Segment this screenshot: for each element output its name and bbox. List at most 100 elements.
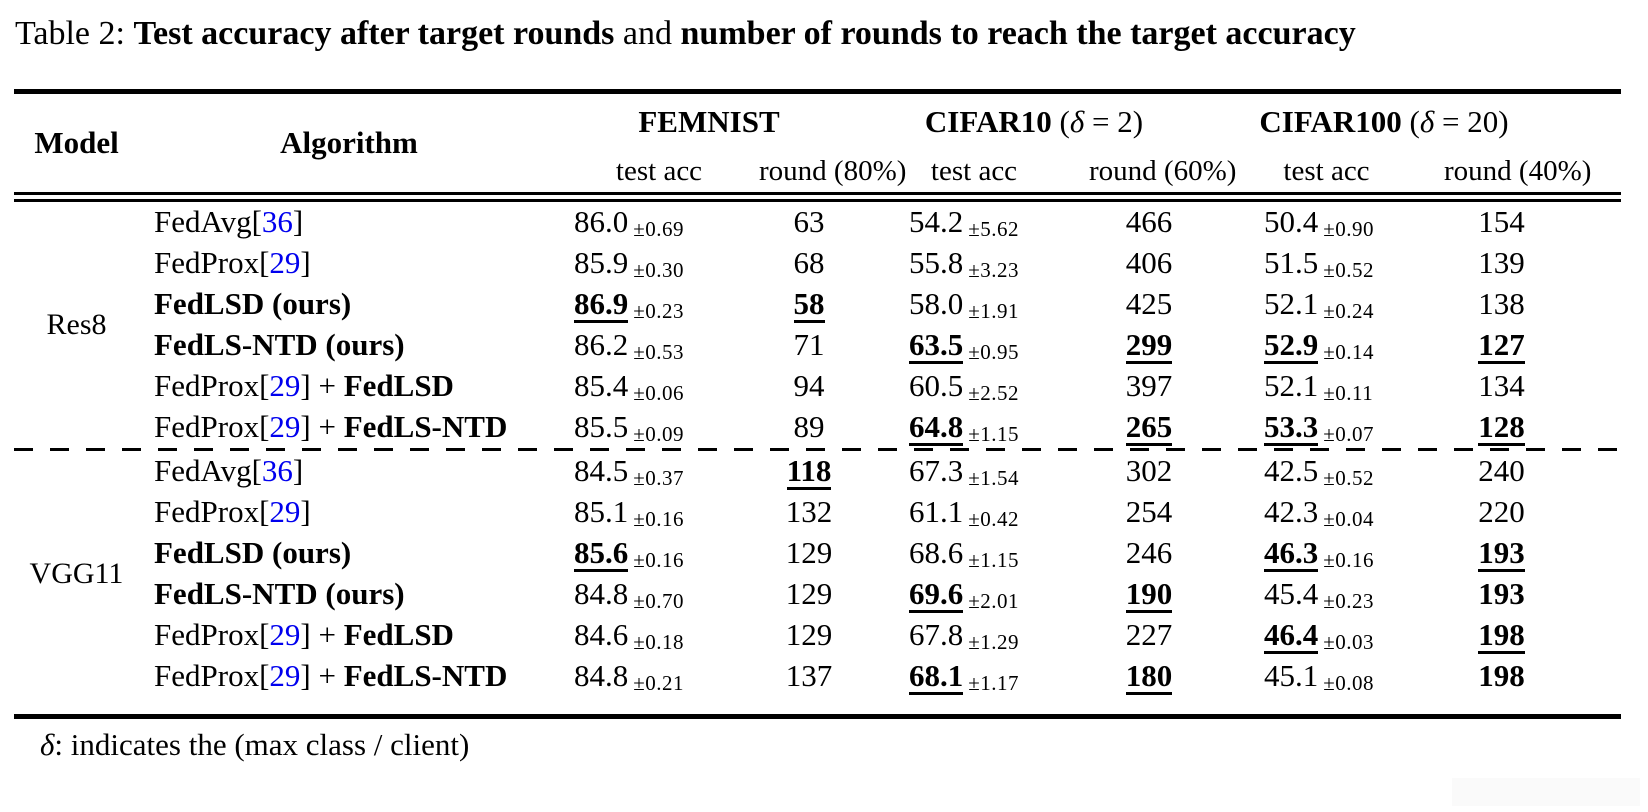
std-dev-value: ±0.23	[1323, 589, 1375, 614]
metric-value: 52.1	[1264, 286, 1319, 322]
round-cell: 63	[759, 204, 859, 240]
round-cell: 302	[1089, 453, 1209, 489]
std-dev-value: ±0.03	[1323, 629, 1375, 654]
table-row: FedLS-NTD (ours) 84.8 ±0.70 129 69.6 ±2.01 190…	[139, 574, 1621, 615]
metric-value: 50.4	[1264, 204, 1319, 240]
std-dev-value: ±0.16	[633, 547, 685, 572]
column-group-femnist: FEMNIST test acc round (80%)	[559, 94, 906, 192]
test-acc-cell: 42.5 ±0.52	[1209, 453, 1444, 490]
algorithm-name-text: ] +	[300, 409, 344, 445]
std-dev-value: ±0.70	[633, 589, 685, 614]
round-cell: 129	[759, 617, 859, 653]
citation-link[interactable]: 29	[269, 245, 301, 281]
metric-value: 68.6	[909, 535, 964, 571]
algorithm-name-text: ]	[300, 245, 311, 281]
dataset-name-femnist: FEMNIST	[559, 104, 859, 140]
citation-link[interactable]: 36	[261, 453, 293, 489]
std-dev-value: ±5.62	[968, 217, 1020, 242]
metric-value: 55.8	[909, 245, 964, 281]
table-row: FedLSD (ours) 85.6 ±0.16 129 68.6 ±1.15 246 46.…	[139, 533, 1621, 574]
metric-value: 45.1	[1264, 658, 1319, 694]
std-dev-value: ±0.16	[1323, 547, 1375, 572]
metric-value: 129	[785, 576, 833, 612]
metric-value: 254	[1125, 494, 1173, 530]
citation-link[interactable]: 29	[269, 617, 301, 653]
std-dev-value: ±3.23	[968, 258, 1020, 283]
metric-value: 64.8	[909, 410, 964, 447]
test-acc-cell: 68.6 ±1.15	[859, 535, 1089, 573]
table-body: Res8 FedAvg[36] 86.0 ±0.69 63 54.2 ±5.62 466 50.…	[14, 202, 1621, 697]
metric-value: 61.1	[909, 494, 964, 530]
test-acc-cell: 45.1 ±0.08	[1209, 658, 1444, 695]
metric-value: 53.3	[1264, 410, 1319, 447]
std-dev-value: ±1.15	[968, 548, 1020, 573]
round-cell: 180	[1089, 658, 1209, 696]
test-acc-cell: 52.9 ±0.14	[1209, 327, 1444, 365]
table-row: FedAvg[36] 84.5 ±0.37 118 67.3 ±1.54 302 42.5 ±0…	[139, 451, 1621, 492]
algorithm-name-text: ] +	[300, 617, 344, 653]
metric-value: 84.8	[574, 658, 629, 694]
table-row: FedLS-NTD (ours) 86.2 ±0.53 71 63.5 ±0.95 299 5…	[139, 325, 1621, 366]
algorithm-name-text: FedLS-NTD	[343, 409, 508, 445]
test-acc-cell: 86.9 ±0.23	[559, 286, 759, 324]
test-acc-cell: 84.8 ±0.70	[559, 576, 759, 614]
citation-link[interactable]: 29	[269, 368, 301, 404]
algorithm-name-text: FedLSD (ours)	[154, 286, 352, 322]
algorithm-label: FedLS-NTD (ours)	[139, 327, 559, 363]
round-cell: 134	[1444, 368, 1559, 404]
round-cell: 139	[1444, 245, 1559, 281]
metric-value: 86.9	[574, 287, 629, 324]
round-cell: 240	[1444, 453, 1559, 489]
std-dev-value: ±0.18	[633, 630, 685, 655]
algorithm-name-text: ]	[292, 453, 304, 489]
algorithm-name-text: ]	[300, 494, 311, 530]
citation-link[interactable]: 36	[261, 204, 293, 240]
table-header: Model Algorithm FEMNIST test acc round (…	[14, 94, 1621, 192]
citation-link[interactable]: 29	[269, 658, 301, 694]
table-row: FedProx[29] + FedLSD 85.4 ±0.06 94 60.5 ±2.52…	[139, 366, 1621, 407]
dataset-param: (	[1401, 103, 1420, 139]
table-row: FedProx[29] + FedLS-NTD 84.8 ±0.21 137 68.1 ±…	[139, 656, 1621, 697]
std-dev-value: ±0.16	[633, 507, 685, 532]
metric-value: 302	[1125, 453, 1173, 489]
algorithm-name-text: FedLS-NTD (ours)	[154, 576, 405, 612]
table-row: FedLSD (ours) 86.9 ±0.23 58 58.0 ±1.91 425 52.1…	[139, 284, 1621, 325]
algorithm-name-text: FedAvg[	[154, 204, 262, 240]
test-acc-cell: 84.5 ±0.37	[559, 453, 759, 490]
metric-value: 46.3	[1264, 536, 1319, 573]
watermark-box	[1452, 778, 1640, 806]
metric-value: 52.1	[1264, 368, 1319, 404]
metric-value: 227	[1125, 617, 1173, 653]
metric-value: 42.3	[1264, 494, 1319, 530]
algorithm-name-text: FedLSD	[343, 617, 454, 653]
algorithm-label: FedProx[29] + FedLS-NTD	[139, 658, 559, 694]
metric-value: 397	[1125, 368, 1173, 404]
round-cell: 190	[1089, 576, 1209, 614]
std-dev-value: ±1.17	[968, 670, 1020, 695]
test-acc-cell: 61.1 ±0.42	[859, 494, 1089, 531]
metric-value: 58.0	[909, 286, 964, 322]
dataset-param-value: = 20)	[1434, 103, 1509, 139]
std-dev-value: ±1.91	[968, 299, 1020, 324]
metric-value: 127	[1478, 328, 1525, 365]
citation-link[interactable]: 29	[269, 494, 301, 530]
citation-link[interactable]: 29	[269, 409, 301, 445]
algorithm-name-text: FedLSD (ours)	[154, 535, 352, 571]
metric-value: 265	[1125, 410, 1173, 447]
subheader-round: round (60%)	[1089, 154, 1237, 187]
metric-value: 85.9	[574, 245, 629, 281]
dashed-section-divider	[14, 447, 1621, 451]
round-cell: 425	[1089, 286, 1209, 322]
algorithm-label: FedAvg[36]	[139, 453, 559, 489]
round-cell: 132	[759, 494, 859, 530]
metric-value: 198	[1478, 658, 1525, 694]
algorithm-name-text: FedLS-NTD (ours)	[154, 327, 405, 363]
round-cell: 138	[1444, 286, 1559, 322]
metric-value: 129	[785, 535, 833, 571]
test-acc-cell: 42.3 ±0.04	[1209, 494, 1444, 531]
dataset-name-cifar10: CIFAR10 (δ = 2)	[859, 104, 1209, 140]
subheader-test-acc: test acc	[615, 154, 703, 187]
metric-value: 63.5	[909, 328, 964, 365]
std-dev-value: ±2.01	[968, 588, 1020, 613]
metric-value: 84.5	[574, 453, 629, 489]
